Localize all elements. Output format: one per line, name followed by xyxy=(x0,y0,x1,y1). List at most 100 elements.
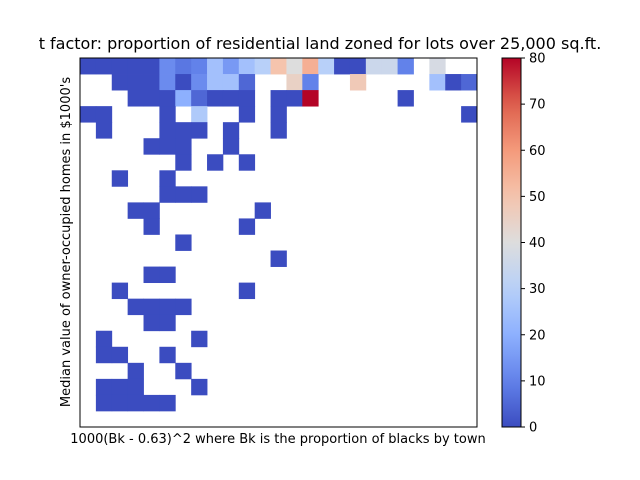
heatmap-cell xyxy=(191,58,208,75)
heatmap-cell xyxy=(80,58,97,75)
heatmap-cell xyxy=(222,74,240,91)
heatmap-cell xyxy=(222,138,240,155)
heatmap-cell xyxy=(127,362,144,380)
heatmap-cell xyxy=(207,58,224,75)
heatmap-cell xyxy=(191,186,208,203)
colorbar-tick-label: 60 xyxy=(529,144,546,159)
heatmap-cell xyxy=(238,218,256,235)
heatmap-cell xyxy=(111,346,129,364)
heatmap-cell xyxy=(159,58,176,75)
plot-frame xyxy=(79,57,478,428)
heatmap-cell xyxy=(254,58,271,75)
heatmap-cell xyxy=(159,314,176,332)
heatmap-cell xyxy=(207,154,224,171)
heatmap-cell xyxy=(191,122,208,139)
heatmap-cell xyxy=(349,74,367,91)
heatmap-cell xyxy=(175,298,192,316)
heatmap-cell xyxy=(143,58,160,75)
heatmap-cell xyxy=(143,90,160,107)
colorbar-tick-label: 10 xyxy=(529,374,546,389)
heatmap-cell xyxy=(127,394,144,412)
heatmap-cell xyxy=(143,394,160,412)
heatmap-cell xyxy=(143,266,160,284)
heatmap-cell xyxy=(159,170,176,187)
heatmap-cell xyxy=(191,330,208,348)
heatmap-cell xyxy=(95,106,113,123)
heatmap-cell xyxy=(270,250,287,267)
heatmap-cell xyxy=(175,234,192,251)
heatmap-cell xyxy=(302,58,319,75)
colorbar-tick-label: 20 xyxy=(529,328,546,343)
heatmap-cell xyxy=(159,346,176,364)
heatmap-cell xyxy=(111,170,129,187)
heatmap-cell xyxy=(159,298,176,316)
heatmap-cell xyxy=(127,378,144,396)
heatmap-cell xyxy=(365,58,383,75)
heatmap-cell xyxy=(159,186,176,203)
heatmap-cell xyxy=(270,58,287,75)
colorbar-tick-label: 80 xyxy=(529,52,546,67)
heatmap-cell xyxy=(397,58,414,75)
heatmap-cell xyxy=(143,74,160,91)
heatmap-cell xyxy=(334,58,351,75)
heatmap-cell xyxy=(238,74,256,91)
heatmap-cell xyxy=(238,58,256,75)
heatmap-cell xyxy=(318,58,335,75)
heatmap-cell xyxy=(349,58,367,75)
heatmap-cell xyxy=(175,74,192,91)
heatmap-cell xyxy=(191,106,208,123)
colorbar xyxy=(501,57,522,428)
heatmap-cell xyxy=(159,138,176,155)
heatmap-cell xyxy=(238,282,256,300)
heatmap-cell xyxy=(80,106,97,123)
heatmap-cell xyxy=(286,58,303,75)
heatmap-cell xyxy=(191,90,208,107)
heatmap-cell xyxy=(175,58,192,75)
heatmap-cell xyxy=(175,154,192,171)
heatmap-cell xyxy=(381,58,398,75)
heatmap-cell xyxy=(175,186,192,203)
heatmap-cell xyxy=(143,202,160,219)
heatmap-cell xyxy=(159,90,176,107)
heatmap-cell xyxy=(175,362,192,380)
heatmap-cell xyxy=(270,106,287,123)
heatmap-cell xyxy=(238,154,256,171)
heatmap-cell xyxy=(302,90,319,107)
heatmap-cell xyxy=(143,314,160,332)
heatmap-cell xyxy=(191,378,208,396)
heatmap-cell xyxy=(207,74,224,91)
heatmap-cell xyxy=(159,266,176,284)
heatmap-cell xyxy=(191,74,208,91)
heatmap-cell xyxy=(127,298,144,316)
heatmap-cell xyxy=(270,122,287,139)
heatmap-cell xyxy=(143,298,160,316)
heatmap-cell xyxy=(111,282,129,300)
y-axis-label: Median value of owner-occupied homes in … xyxy=(59,77,74,407)
heatmap-cell xyxy=(429,58,446,75)
heatmap-cell xyxy=(111,58,129,75)
heatmap-cell xyxy=(222,122,240,139)
heatmap-cell xyxy=(445,74,462,91)
heatmap-cell xyxy=(222,58,240,75)
heatmap-cell xyxy=(143,138,160,155)
heatmap-cell xyxy=(429,74,446,91)
colorbar-tick-label: 70 xyxy=(529,98,546,113)
colorbar-tick-label: 50 xyxy=(529,190,546,205)
heatmap-cell xyxy=(175,138,192,155)
heatmap-cell xyxy=(127,90,144,107)
heatmap-cell xyxy=(111,378,129,396)
heatmap-cell xyxy=(95,394,113,412)
heatmap-cell xyxy=(143,218,160,235)
heatmap-cell xyxy=(95,58,113,75)
heatmap-cell xyxy=(95,378,113,396)
heatmap-cell xyxy=(397,90,414,107)
heatmap-cell xyxy=(95,122,113,139)
x-axis-label: 1000(Bk - 0.63)^2 where Bk is the propor… xyxy=(70,432,485,447)
heatmap-cell xyxy=(95,346,113,364)
heatmap-cell xyxy=(175,90,192,107)
heatmap-cell xyxy=(254,202,271,219)
heatmap-cell xyxy=(159,74,176,91)
heatmap-cell xyxy=(127,58,144,75)
heatmap-cell xyxy=(238,106,256,123)
